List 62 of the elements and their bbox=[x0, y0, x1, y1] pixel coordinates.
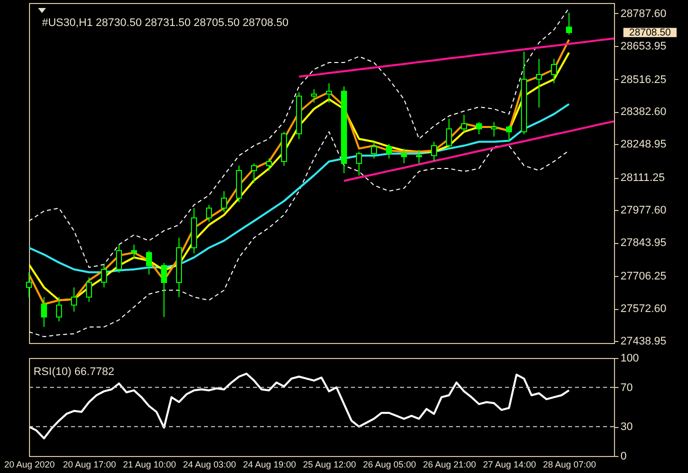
candlestick bbox=[116, 244, 122, 274]
candlestick bbox=[536, 58, 542, 108]
y-tick-label: 70 bbox=[620, 382, 633, 394]
y-tick-label: 0 bbox=[620, 450, 627, 462]
candlestick bbox=[371, 141, 377, 160]
candlestick bbox=[401, 148, 407, 164]
candlestick bbox=[326, 82, 332, 104]
candlestick bbox=[386, 143, 392, 160]
candlestick bbox=[461, 114, 467, 132]
line-series bbox=[29, 131, 570, 338]
line-series bbox=[343, 120, 614, 182]
x-tick-label: 27 Aug 14:00 bbox=[482, 460, 536, 470]
candlestick bbox=[71, 286, 77, 312]
y-tick-label: 100 bbox=[620, 352, 639, 364]
y-tick-label: 30 bbox=[620, 421, 633, 434]
x-tick-label: 21 Aug 10:00 bbox=[122, 460, 176, 470]
line-series bbox=[29, 8, 570, 268]
y-tick-label: 28382.60 bbox=[620, 106, 666, 118]
x-tick-label: 24 Aug 03:00 bbox=[182, 460, 236, 470]
candlestick bbox=[146, 250, 152, 275]
candlestick bbox=[446, 118, 452, 150]
y-tick-label: 28787.60 bbox=[620, 8, 666, 20]
candlestick bbox=[221, 190, 227, 213]
text: #US30,H1 28730.50 28731.50 28705.50 28708.50 bbox=[42, 17, 288, 29]
candlestick bbox=[491, 122, 497, 138]
x-tick-label: 26 Aug 05:00 bbox=[362, 460, 416, 470]
text: 28708.50 bbox=[629, 28, 672, 39]
candlestick bbox=[356, 151, 362, 176]
x-tick-label: 20 Aug 17:00 bbox=[62, 460, 116, 470]
y-tick-label: 27977.60 bbox=[620, 204, 666, 217]
candlestick bbox=[41, 296, 47, 328]
x-tick-label: 24 Aug 19:00 bbox=[242, 460, 296, 470]
candlestick bbox=[26, 272, 32, 298]
y-tick-label: 28248.95 bbox=[620, 138, 666, 151]
candlestick bbox=[416, 150, 422, 164]
candlestick bbox=[131, 244, 137, 259]
y-tick-label: 28111.25 bbox=[620, 172, 665, 184]
x-tick-label: 26 Aug 21:00 bbox=[422, 460, 476, 470]
y-tick-label: 27706.25 bbox=[620, 270, 666, 283]
candlestick bbox=[161, 262, 167, 318]
x-tick-label: 28 Aug 07:00 bbox=[542, 460, 596, 470]
line-series bbox=[298, 37, 614, 78]
candlestick bbox=[251, 162, 257, 184]
x-tick-label: 20 Aug 2020 bbox=[4, 460, 55, 470]
candlestick bbox=[506, 125, 512, 142]
y-tick-label: 27572.60 bbox=[620, 303, 666, 316]
y-tick-label: 28653.95 bbox=[620, 40, 666, 52]
candlestick bbox=[476, 122, 482, 135]
candlestick bbox=[311, 88, 317, 104]
y-tick-label: 27843.95 bbox=[620, 237, 666, 250]
candlestick bbox=[206, 204, 212, 222]
candlestick bbox=[101, 264, 107, 288]
candlestick bbox=[86, 276, 92, 302]
y-tick-label: 28516.25 bbox=[620, 74, 666, 86]
candlestick bbox=[431, 141, 437, 162]
candlestick bbox=[566, 12, 572, 36]
candlestick bbox=[551, 58, 557, 84]
x-tick-label: 25 Aug 12:00 bbox=[302, 460, 356, 470]
text: RSI(10) 66.7782 bbox=[33, 366, 114, 378]
candlestick bbox=[56, 296, 62, 322]
candlestick bbox=[266, 158, 272, 172]
y-tick-label: 27438.95 bbox=[620, 336, 666, 348]
